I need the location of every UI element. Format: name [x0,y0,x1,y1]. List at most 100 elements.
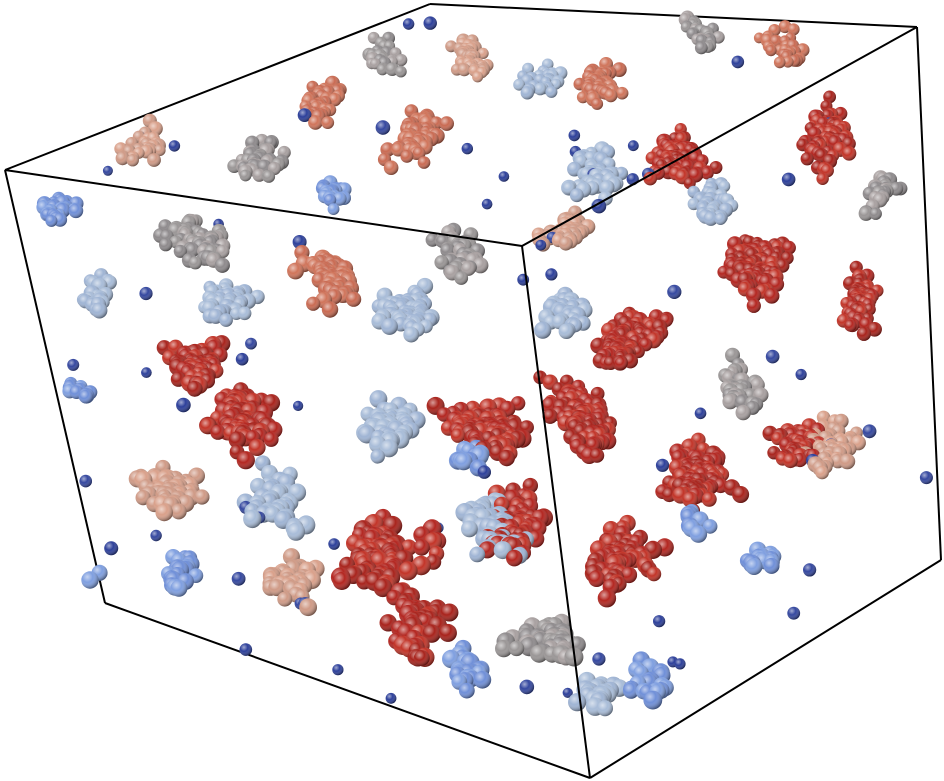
particle-shading [400,149,414,163]
particle-shading [454,271,469,285]
particle-shading [763,557,780,574]
particle-shading [214,257,230,273]
particle-shading [141,367,152,378]
particle-shading [104,541,119,556]
particle-shading [701,491,717,507]
particle-shading [667,284,682,299]
particle-shading [170,503,187,520]
particle-shading [841,146,857,161]
particle-shading [79,389,93,404]
particle-shading [520,86,534,100]
particle-shading [569,188,584,203]
particle-shading [323,193,337,207]
particle-shading [413,539,430,556]
particle-shading [376,63,389,76]
particle-shading [803,563,817,577]
particle-shading [235,352,249,366]
particle-shading [589,448,605,463]
particle-shading [783,453,798,469]
particle-shading [286,522,306,541]
particle-shading [81,571,99,589]
particle-shading [765,349,780,364]
particle-shading [153,144,166,157]
particle-shading [91,302,108,319]
particle-shading [67,358,80,371]
particle-shading [781,172,796,187]
particle-shading [477,465,491,479]
particle-shading [332,191,347,206]
particle-shading [243,509,262,529]
particle-shading [694,41,708,55]
particle-shading [627,140,639,152]
particle-shading [126,154,139,167]
particle-shading [745,287,762,303]
particle-shading [568,129,581,142]
particle-shading [655,458,670,472]
particle-shading [186,380,203,397]
particle-shading [321,301,339,318]
particle-shading [765,45,777,57]
particle-shading [745,558,763,575]
particle-shading [591,97,604,110]
particle-shading [139,286,153,301]
particle-shading [643,171,657,186]
particle-shading [395,53,408,67]
particle-shading [856,326,872,341]
particle-shading [576,91,589,104]
particle-shading [277,591,293,607]
particle-shading [731,55,745,69]
particle-shading [79,474,92,488]
particle-shading [297,108,312,122]
particle-shading [869,207,882,220]
particle-shading [239,643,253,656]
box-back-edges [4,3,918,779]
particle-shading [590,386,605,401]
particle-shading [159,237,173,252]
particle-shading [844,319,857,332]
particle-shading [703,211,719,226]
particle-shading [469,546,486,563]
particle-shading [188,256,202,270]
particle-shading [170,579,188,597]
particle-shading [545,268,558,281]
particle-shading [380,439,399,458]
particle-shading [237,306,252,321]
particle-shading [346,291,362,307]
particle-shading [262,170,276,183]
particle-shading [506,549,523,567]
particle-shading [782,56,794,68]
particle-shading [457,63,471,77]
particle-shading [287,262,304,280]
particle-shading [481,198,493,210]
particle-shading [381,318,398,335]
particle-shading [858,206,874,221]
particle-shading [402,18,415,30]
particle-shading [248,439,266,456]
particle-shading [714,212,727,225]
particle-shading [194,489,210,505]
particle-shading [653,615,666,628]
particle-shading [150,529,162,542]
particle-shading [328,538,340,550]
particle-shading [383,160,399,175]
particle-shading [308,115,323,130]
particle-shading [176,397,191,413]
particle-shading [228,431,246,449]
particle-shading [403,326,420,343]
particle-shading [800,152,814,166]
particle-shading [867,322,882,337]
particle-shading [646,566,662,582]
particle-shading [919,471,933,485]
particle-shading [735,404,751,421]
particle-shading [558,323,575,340]
particle-shading [614,356,628,370]
particle-shading [102,165,113,176]
particle-shading [438,623,457,642]
particle-shading [732,486,750,503]
particle-shading [370,449,385,464]
particle-shading [694,407,707,420]
particle-shading [327,203,340,216]
particle-shading [626,173,639,186]
particle-shading [615,86,629,100]
particle-shading [816,172,829,185]
